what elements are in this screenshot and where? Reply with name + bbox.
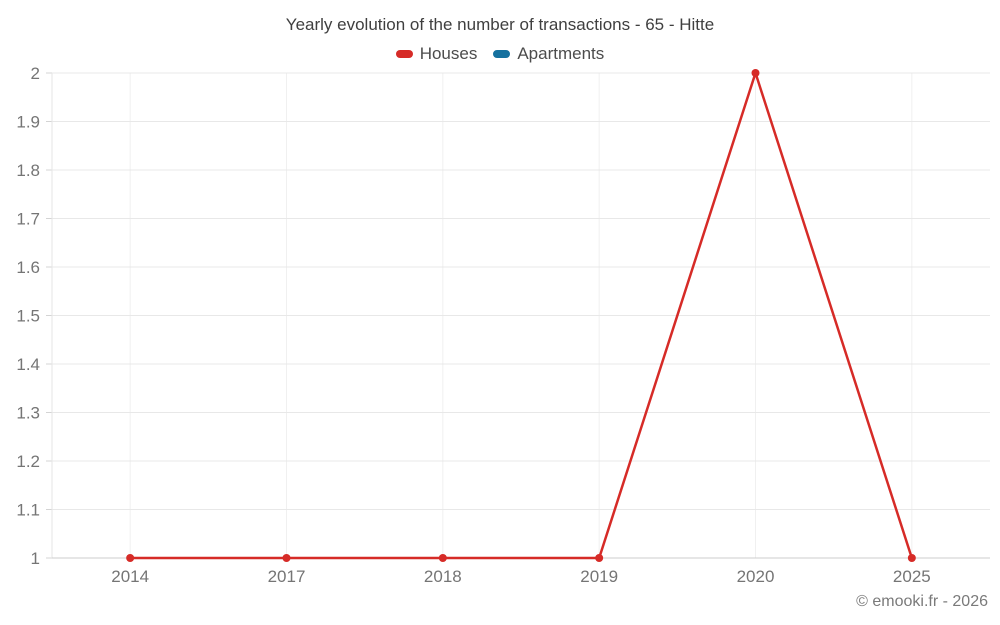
houses-data-point-marker[interactable] (126, 554, 135, 562)
houses-series-line[interactable] (130, 71, 914, 560)
legend-item-houses[interactable]: Houses (395, 44, 478, 64)
legend: Houses Apartments (0, 44, 1000, 64)
houses-data-point-marker[interactable] (595, 554, 604, 562)
y-tick-label: 1.3 (16, 404, 40, 423)
y-tick-label: 1.5 (16, 307, 40, 326)
y-tick-label: 1.1 (16, 501, 40, 520)
legend-label-houses: Houses (419, 44, 478, 63)
chart-title: Yearly evolution of the number of transa… (285, 15, 715, 34)
x-tick-label: 2020 (737, 567, 775, 586)
y-tick-label: 1.7 (16, 210, 40, 229)
houses-data-point-marker[interactable] (907, 554, 916, 562)
y-tick-label: 2 (31, 64, 40, 83)
y-tick-label: 1.8 (16, 161, 40, 180)
y-tick-label: 1 (31, 549, 40, 568)
x-tick-label: 2014 (111, 567, 149, 586)
y-tick-label: 1.2 (16, 452, 40, 471)
apartments-legend-swatch-icon (493, 50, 511, 58)
houses-data-point-marker[interactable] (282, 554, 291, 562)
credits-link[interactable]: © emooki.fr - 2026 (856, 593, 988, 610)
x-tick-label: 2018 (424, 567, 462, 586)
y-tick-label: 1.9 (16, 113, 40, 132)
houses-legend-swatch-icon (395, 50, 413, 58)
legend-label-apartments: Apartments (517, 44, 605, 63)
x-tick-label: 2017 (268, 567, 306, 586)
legend-item-apartments[interactable]: Apartments (493, 44, 604, 64)
houses-data-point-marker[interactable] (438, 554, 447, 562)
y-tick-label: 1.6 (16, 258, 40, 277)
y-tick-label: 1.4 (16, 355, 40, 374)
houses-data-point-marker[interactable] (751, 69, 760, 77)
x-tick-label: 2025 (893, 567, 931, 586)
x-tick-label: 2019 (580, 567, 618, 586)
